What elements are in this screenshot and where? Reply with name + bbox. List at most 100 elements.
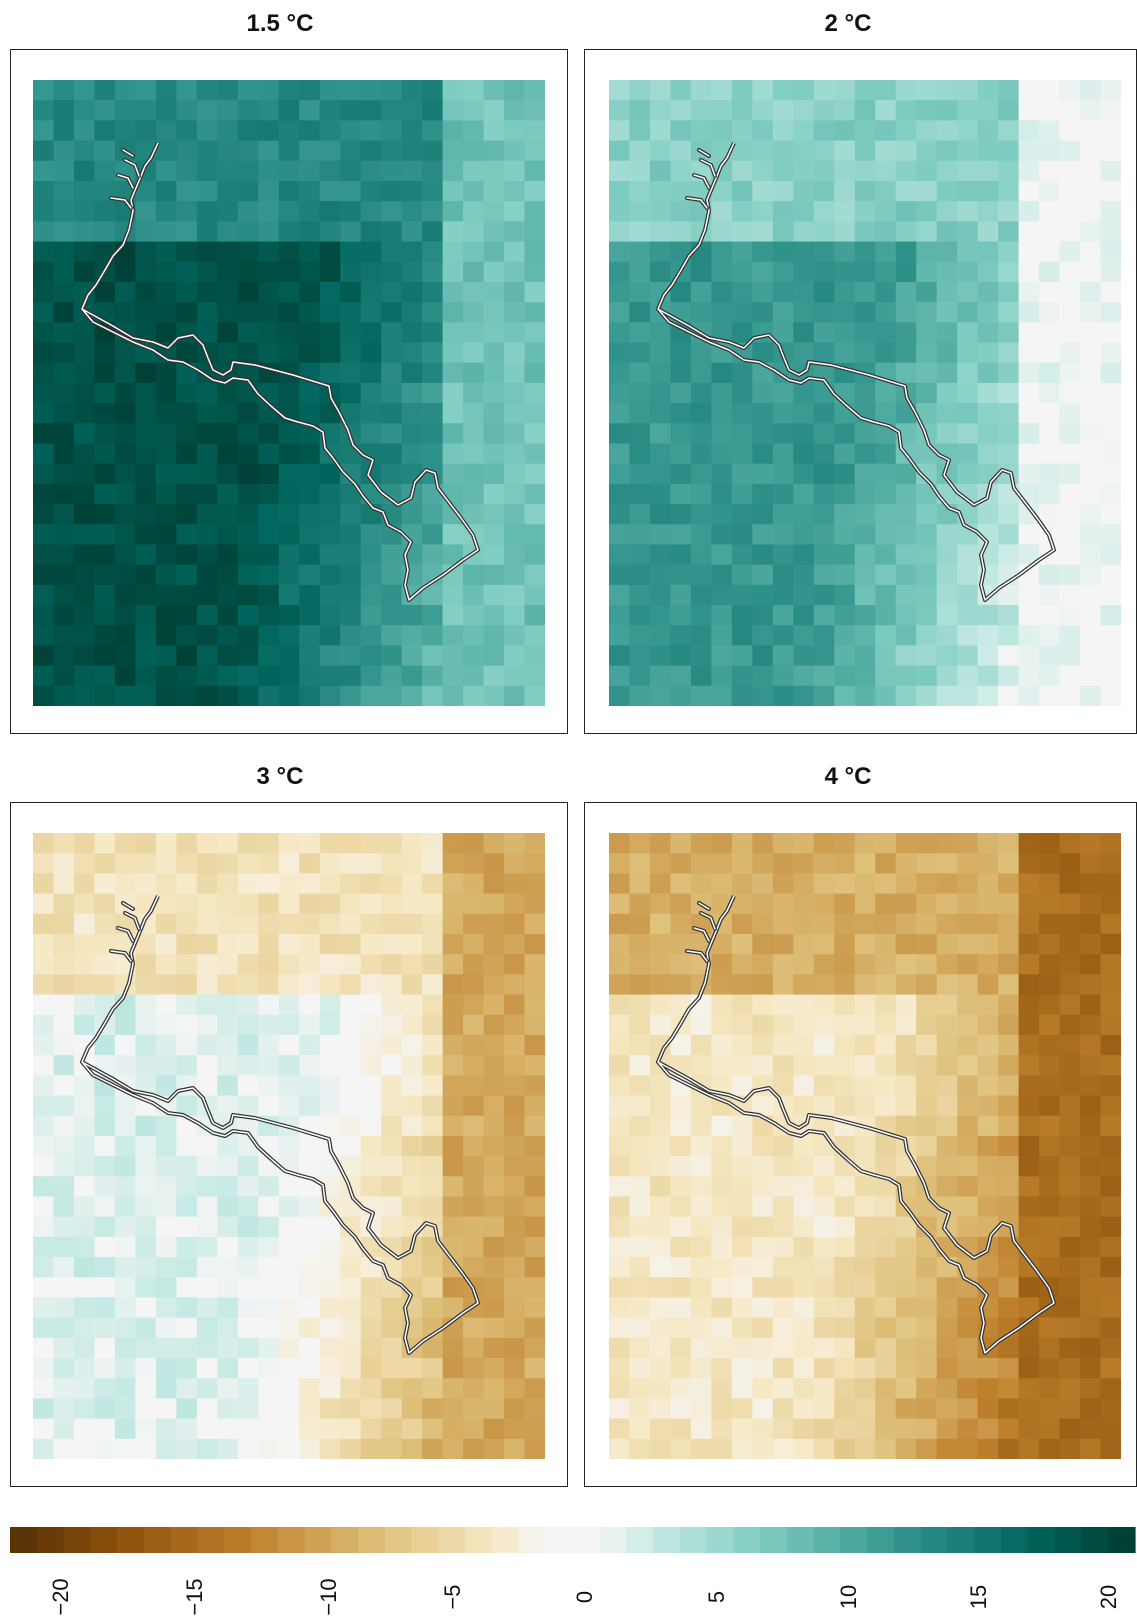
heatmap-cell: [94, 1236, 116, 1258]
heatmap-cell: [442, 1014, 464, 1036]
heatmap-cell: [690, 443, 712, 465]
heatmap-cell: [1039, 1236, 1061, 1258]
tributary-outline-inner: [110, 197, 132, 209]
heatmap-cell: [609, 524, 630, 545]
heatmap-cell: [977, 100, 999, 121]
heatmap-cell: [875, 342, 897, 364]
heatmap-cell: [504, 1055, 526, 1076]
heatmap-cell: [483, 665, 505, 687]
heatmap-cell: [217, 342, 239, 364]
heatmap-cell: [875, 483, 897, 505]
heatmap-cell: [895, 261, 917, 283]
heatmap-cell: [504, 241, 526, 263]
heatmap-cell: [442, 403, 464, 424]
heatmap-cell: [609, 1176, 630, 1197]
heatmap-cell: [670, 1257, 692, 1278]
heatmap-cell: [340, 994, 362, 1016]
heatmap-cell: [114, 645, 136, 667]
heatmap-cell: [196, 1075, 218, 1097]
heatmap-cell: [977, 403, 999, 424]
heatmap-cell: [875, 1216, 897, 1238]
heatmap-cell: [936, 80, 958, 101]
heatmap-cell: [629, 443, 651, 465]
heatmap-cell: [977, 1176, 999, 1197]
heatmap-cell: [53, 302, 75, 323]
heatmap-cell: [442, 1257, 464, 1278]
heatmap-cell: [155, 933, 177, 955]
heatmap-cell: [278, 1257, 300, 1278]
heatmap-cell: [793, 281, 815, 303]
heatmap-cell: [875, 1277, 897, 1298]
heatmap-cell: [176, 80, 198, 101]
heatmap-cell: [711, 120, 733, 142]
heatmap-cell: [752, 140, 774, 162]
heatmap-cell: [731, 281, 753, 303]
heatmap-cell: [1080, 1317, 1102, 1339]
heatmap-cell: [649, 544, 671, 566]
heatmap-cell: [649, 80, 671, 101]
heatmap-cell: [114, 1216, 136, 1238]
heatmap-cell: [854, 893, 876, 915]
heatmap-cell: [977, 1257, 999, 1278]
heatmap-cell: [936, 403, 958, 424]
heatmap-cell: [670, 443, 692, 465]
colorbar-step: [545, 1527, 574, 1553]
heatmap-cell: [957, 625, 979, 646]
heatmap-cell: [340, 1075, 362, 1097]
heatmap-cell: [936, 605, 958, 626]
heatmap-cell: [649, 524, 671, 545]
heatmap-cell: [524, 483, 545, 505]
heatmap-cell: [217, 933, 239, 955]
heatmap-cell: [772, 1034, 794, 1056]
heatmap-cell: [135, 221, 157, 243]
heatmap-cell: [772, 1135, 794, 1157]
heatmap-cell: [278, 584, 300, 606]
heatmap-cell: [442, 954, 464, 975]
heatmap-cell: [834, 1398, 856, 1420]
heatmap-cell: [504, 994, 526, 1016]
heatmap-cell: [319, 853, 341, 874]
heatmap-cell: [483, 463, 505, 485]
heatmap-cell: [1080, 913, 1102, 935]
heatmap-cell: [196, 893, 218, 915]
heatmap-cell: [94, 685, 116, 706]
heatmap-cell: [155, 1014, 177, 1036]
colorbar-step: [572, 1527, 600, 1553]
heatmap-cell: [504, 1317, 526, 1339]
heatmap-cell: [176, 665, 198, 687]
heatmap-cell: [629, 933, 651, 955]
heatmap-cell: [957, 241, 979, 263]
heatmap-cell: [422, 382, 444, 404]
heatmap-cell: [504, 443, 526, 465]
heatmap-cell: [690, 1176, 712, 1197]
heatmap-cell: [340, 584, 362, 606]
heatmap-cell: [176, 120, 198, 142]
heatmap-cell: [731, 1196, 753, 1218]
heatmap-cell: [217, 544, 239, 566]
heatmap-cell: [1080, 342, 1102, 364]
heatmap-cell: [895, 201, 917, 222]
heatmap-cell: [916, 221, 938, 243]
heatmap-cell: [442, 524, 464, 545]
heatmap-cell: [53, 833, 75, 854]
heatmap-cell: [670, 483, 692, 505]
heatmap-cell: [609, 1034, 630, 1056]
heatmap-cell: [135, 564, 157, 586]
heatmap-cell: [977, 645, 999, 667]
heatmap-cell: [176, 160, 198, 182]
heatmap-cell: [731, 645, 753, 667]
colorbar: −20 −15 −10 −5 0 5 10 15 20: [10, 1527, 1136, 1616]
heatmap-cell: [299, 1398, 321, 1420]
heatmap-cell: [33, 180, 54, 202]
heatmap-cell: [1100, 1156, 1121, 1177]
heatmap-cell: [731, 1014, 753, 1036]
heatmap-cell: [813, 833, 835, 854]
heatmap-cell: [834, 1135, 856, 1157]
heatmap-cell: [609, 645, 630, 667]
heatmap-cell: [483, 100, 505, 121]
heatmap-cell: [711, 1438, 733, 1459]
heatmap-cell: [731, 382, 753, 404]
heatmap-cell: [299, 665, 321, 687]
heatmap-cell: [176, 1216, 198, 1238]
heatmap-cell: [94, 1257, 116, 1278]
